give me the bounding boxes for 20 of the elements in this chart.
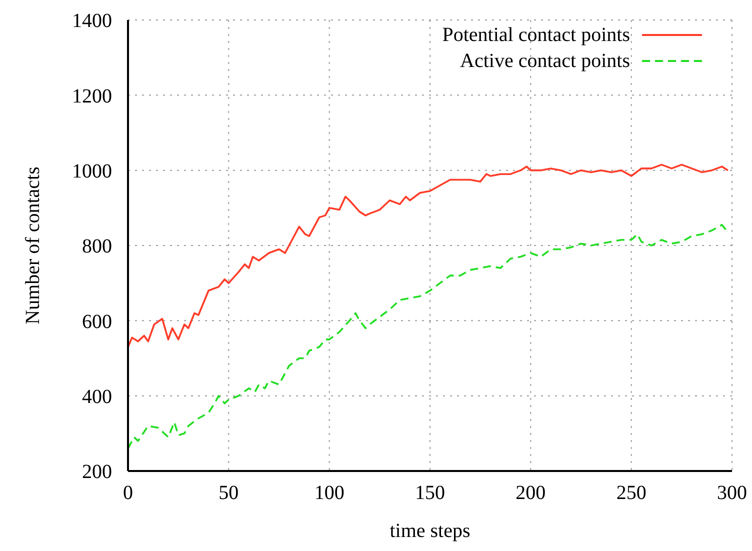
x-tick-label: 150	[415, 482, 445, 504]
x-tick-label: 100	[314, 482, 344, 504]
x-tick-label: 50	[218, 482, 239, 504]
legend-label: Potential contact points	[442, 23, 630, 48]
x-axis-title: time steps	[390, 520, 470, 542]
x-tick-label: 250	[616, 482, 646, 504]
y-tick-label: 800	[82, 236, 112, 258]
legend-label: Active contact points	[460, 49, 630, 74]
y-tick-label: 1000	[72, 160, 112, 182]
x-tick-label: 300	[717, 482, 747, 504]
y-tick-label: 1200	[72, 85, 112, 108]
y-tick-label: 600	[82, 310, 112, 333]
line-series	[128, 224, 729, 450]
y-tick-label: 400	[82, 386, 112, 408]
line-series	[128, 164, 729, 348]
y-tick-label: 200	[82, 461, 112, 484]
y-axis-title: Number of contacts	[22, 166, 44, 324]
y-tick-label: 1400	[72, 10, 112, 32]
x-tick-label: 0	[123, 482, 133, 504]
x-tick-label: 200	[516, 482, 546, 504]
